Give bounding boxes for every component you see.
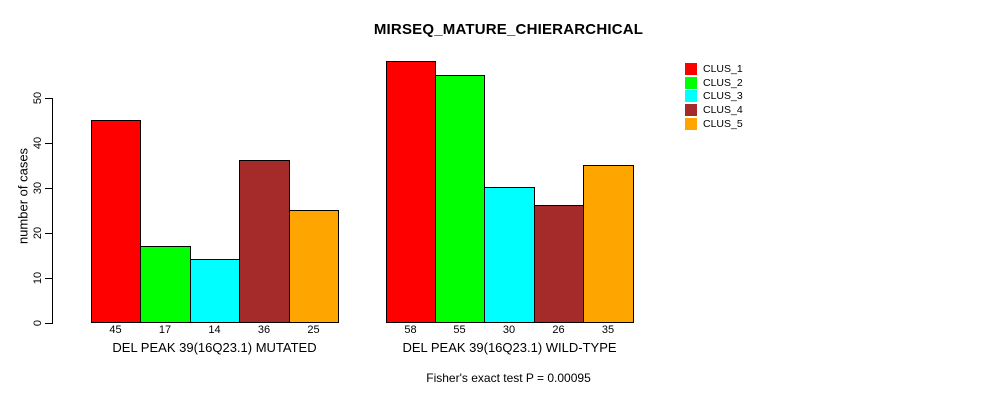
bar-value-label: 30	[502, 324, 516, 336]
x-axis-group-label: DEL PEAK 39(16Q23.1) MUTATED	[112, 340, 317, 355]
bar-CLUS_1-group2	[386, 61, 436, 323]
legend-label: CLUS_5	[703, 118, 743, 131]
legend-label: CLUS_2	[703, 76, 743, 89]
legend-label: CLUS_4	[703, 104, 743, 117]
bar-value-label: 35	[601, 324, 615, 336]
x-axis-group-label: DEL PEAK 39(16Q23.1) WILD-TYPE	[402, 340, 617, 355]
bar-value-label: 26	[552, 324, 565, 336]
legend-item-CLUS_4: CLUS_4	[685, 103, 743, 117]
bar-CLUS_1-group1	[91, 120, 141, 323]
y-axis-line	[52, 98, 53, 324]
bar-CLUS_4-group1	[239, 160, 290, 323]
legend-item-CLUS_3: CLUS_3	[685, 90, 743, 104]
legend-swatch-icon	[685, 76, 697, 89]
bar-value-label: 55	[453, 324, 466, 336]
y-axis-tick	[45, 233, 53, 234]
legend-item-CLUS_5: CLUS_5	[685, 117, 743, 131]
bar-value-label: 14	[208, 324, 221, 336]
y-axis-tick-label: 20	[32, 226, 44, 240]
y-axis-tick-label: 30	[32, 181, 44, 195]
bar-CLUS_5-group1	[289, 210, 339, 323]
y-axis-tick-label: 40	[32, 136, 44, 150]
y-axis-tick-label: 0	[32, 319, 44, 327]
bar-CLUS_3-group1	[190, 259, 240, 323]
y-axis-tick	[45, 278, 53, 279]
chart-title: MIRSEQ_MATURE_CHIERARCHICAL	[373, 21, 644, 38]
legend-swatch-icon	[685, 62, 697, 75]
legend: CLUS_1 CLUS_2 CLUS_3 CLUS_4 CLUS_5	[685, 62, 743, 131]
fisher-test-annotation: Fisher's exact test P = 0.00095	[426, 371, 591, 385]
y-axis-tick-label: 50	[32, 91, 44, 105]
bar-value-label: 45	[109, 324, 122, 336]
legend-item-CLUS_1: CLUS_1	[685, 62, 743, 76]
bar-CLUS_3-group2	[484, 187, 535, 323]
legend-label: CLUS_3	[703, 90, 743, 103]
y-axis-tick	[45, 143, 53, 144]
bar-CLUS_4-group2	[534, 205, 584, 323]
y-axis-tick	[45, 98, 53, 99]
legend-swatch-icon	[685, 118, 697, 131]
bar-CLUS_2-group1	[140, 246, 191, 323]
y-axis-tick-label: 10	[32, 271, 44, 285]
y-axis-label: number of cases	[15, 147, 31, 245]
legend-swatch-icon	[685, 90, 697, 103]
bar-CLUS_2-group2	[435, 75, 485, 323]
y-axis-tick	[45, 323, 53, 324]
y-axis-tick	[45, 188, 53, 189]
legend-item-CLUS_2: CLUS_2	[685, 76, 743, 90]
legend-label: CLUS_1	[703, 62, 743, 75]
legend-swatch-icon	[685, 104, 697, 117]
bar-value-label: 25	[307, 324, 320, 336]
bar-value-label: 58	[404, 324, 417, 336]
bar-value-label: 17	[158, 324, 172, 336]
bar-CLUS_5-group2	[583, 165, 634, 323]
bar-value-label: 36	[257, 324, 271, 336]
